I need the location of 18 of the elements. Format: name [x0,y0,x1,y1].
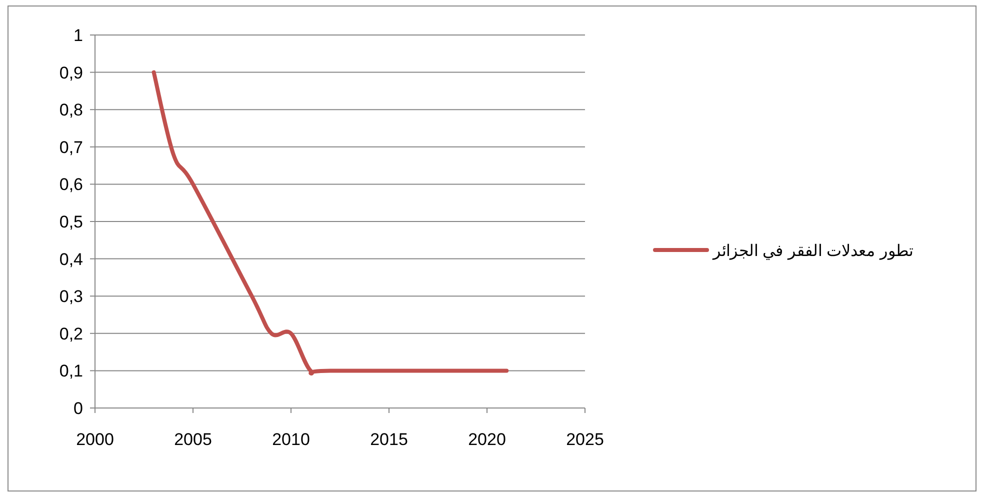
legend-label: تطور معدلات الفقر في الجزائر [712,243,913,260]
y-tick-label: 0,9 [59,63,83,82]
y-tick-label: 0,8 [59,100,83,120]
y-tick-label: 0,5 [59,212,83,232]
y-tick-label: 0,2 [59,324,83,344]
y-tick-label: 0,4 [59,250,83,269]
y-tick-label: 0,6 [59,175,83,194]
x-tick-label: 2010 [272,430,310,449]
y-tick-label: 1 [74,26,83,45]
x-tick-label: 2025 [566,430,604,449]
x-tick-label: 2005 [174,430,212,449]
y-tick-label: 0 [74,399,83,418]
y-tick-label: 0,7 [59,138,83,157]
x-tick-label: 2015 [370,430,408,449]
y-tick-label: 0,3 [59,287,83,306]
y-tick-label: 0,1 [59,362,83,381]
x-tick-label: 2020 [468,430,506,449]
x-tick-label: 2000 [76,430,114,449]
